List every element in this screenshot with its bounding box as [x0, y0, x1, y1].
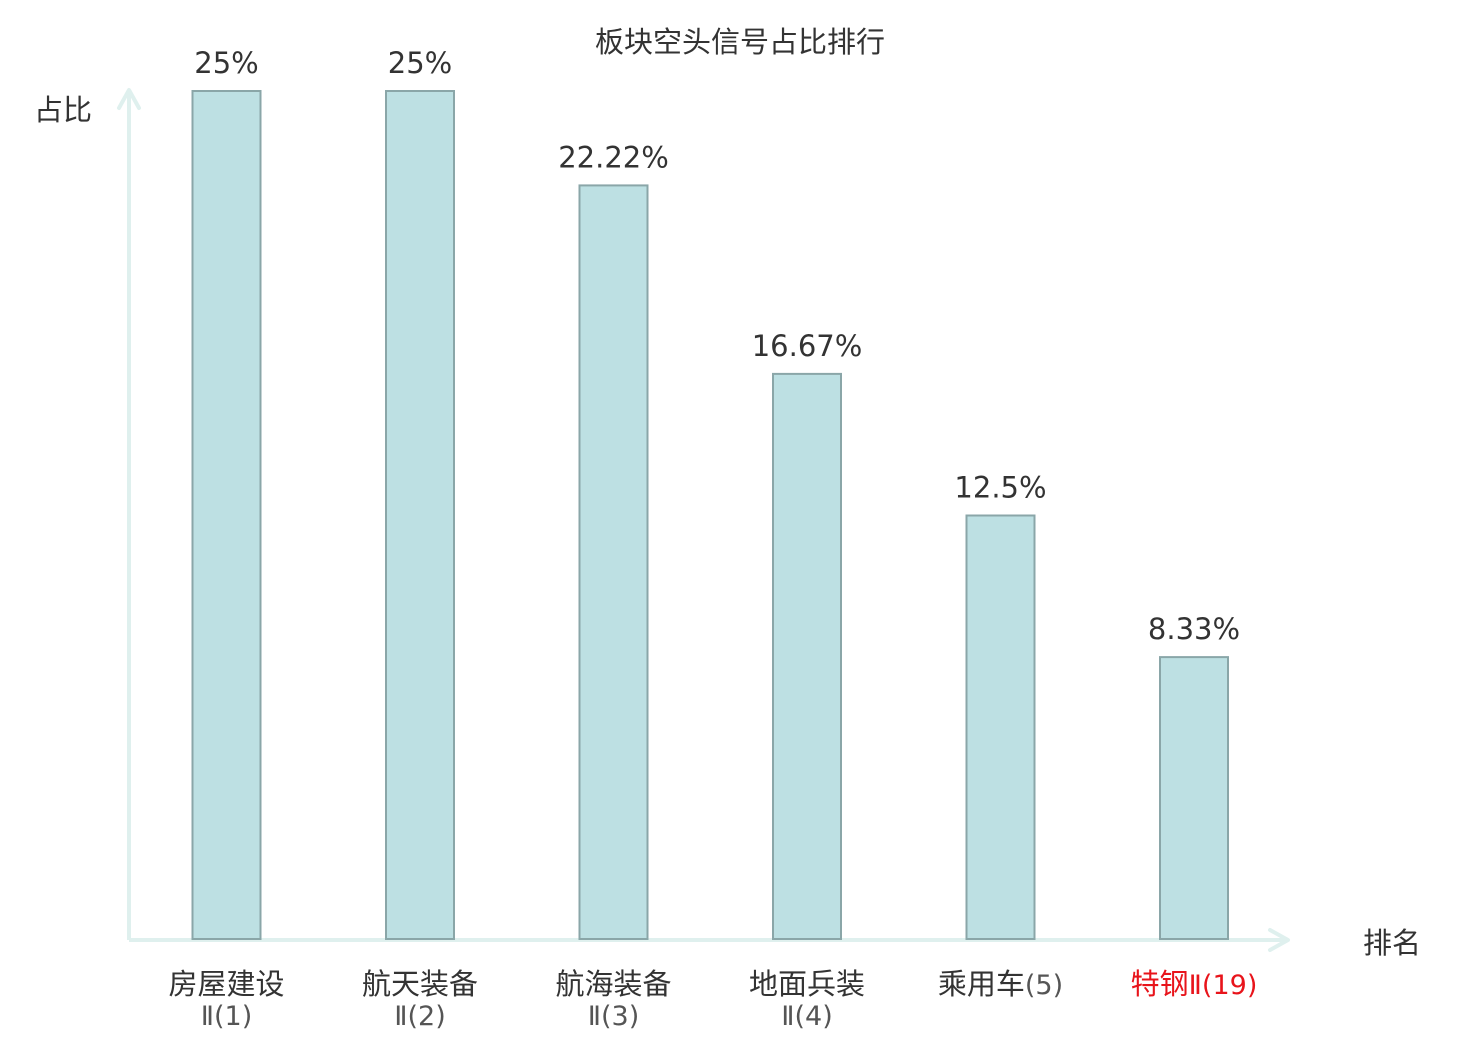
- x-tick-label-suffix: Ⅱ(1): [201, 1001, 253, 1032]
- bar-5: [965, 514, 1036, 940]
- x-axis-arrow-icon: [1268, 928, 1290, 952]
- x-tick-label-name: 乘用车: [938, 967, 1025, 1001]
- x-axis: [129, 928, 1290, 952]
- chart-title: 板块空头信号占比排行: [595, 25, 885, 59]
- bar-value-label-2: 25%: [388, 46, 452, 80]
- y-axis: [117, 88, 141, 940]
- bar-3: [578, 184, 649, 940]
- bar-value-label-1: 25%: [194, 46, 258, 80]
- x-tick-label-name: 特钢: [1131, 967, 1189, 1001]
- x-tick-label-6: 特钢Ⅱ(19): [1131, 967, 1258, 1001]
- x-tick-label-name: 房屋建设: [168, 967, 284, 1001]
- bars-layer: [191, 90, 1229, 941]
- bar-value-label-3: 22.22%: [558, 140, 669, 174]
- bar-1: [191, 90, 262, 940]
- x-tick-label-suffix: Ⅱ(4): [781, 1001, 833, 1032]
- x-tick-label-5: 乘用车(5): [938, 967, 1063, 1001]
- bar-2: [385, 90, 455, 940]
- bar-value-label-5: 12.5%: [954, 471, 1046, 505]
- y-axis-label: 占比: [34, 93, 92, 127]
- bar-value-label-6: 8.33%: [1148, 612, 1240, 646]
- y-axis-arrow-icon: [117, 88, 141, 110]
- value-labels-layer: 25% 25% 22.22% 16.67% 12.5% 8.33%: [194, 46, 1240, 646]
- x-tick-label-name: 航海装备: [555, 967, 671, 1001]
- x-tick-label-suffix: Ⅱ(3): [588, 1001, 640, 1032]
- x-tick-label-name: 地面兵装: [749, 967, 865, 1001]
- bar-4: [772, 372, 842, 941]
- bar-6: [1159, 656, 1229, 941]
- bar-value-label-4: 16.67%: [752, 329, 863, 363]
- x-tick-label-name: 航天装备: [362, 967, 478, 1001]
- x-tick-label-suffix: (5): [1025, 970, 1063, 1001]
- x-tick-label-suffix: Ⅱ(2): [394, 1001, 446, 1032]
- x-axis-label: 排名: [1363, 926, 1421, 960]
- x-tick-label-suffix: Ⅱ(19): [1189, 970, 1258, 1001]
